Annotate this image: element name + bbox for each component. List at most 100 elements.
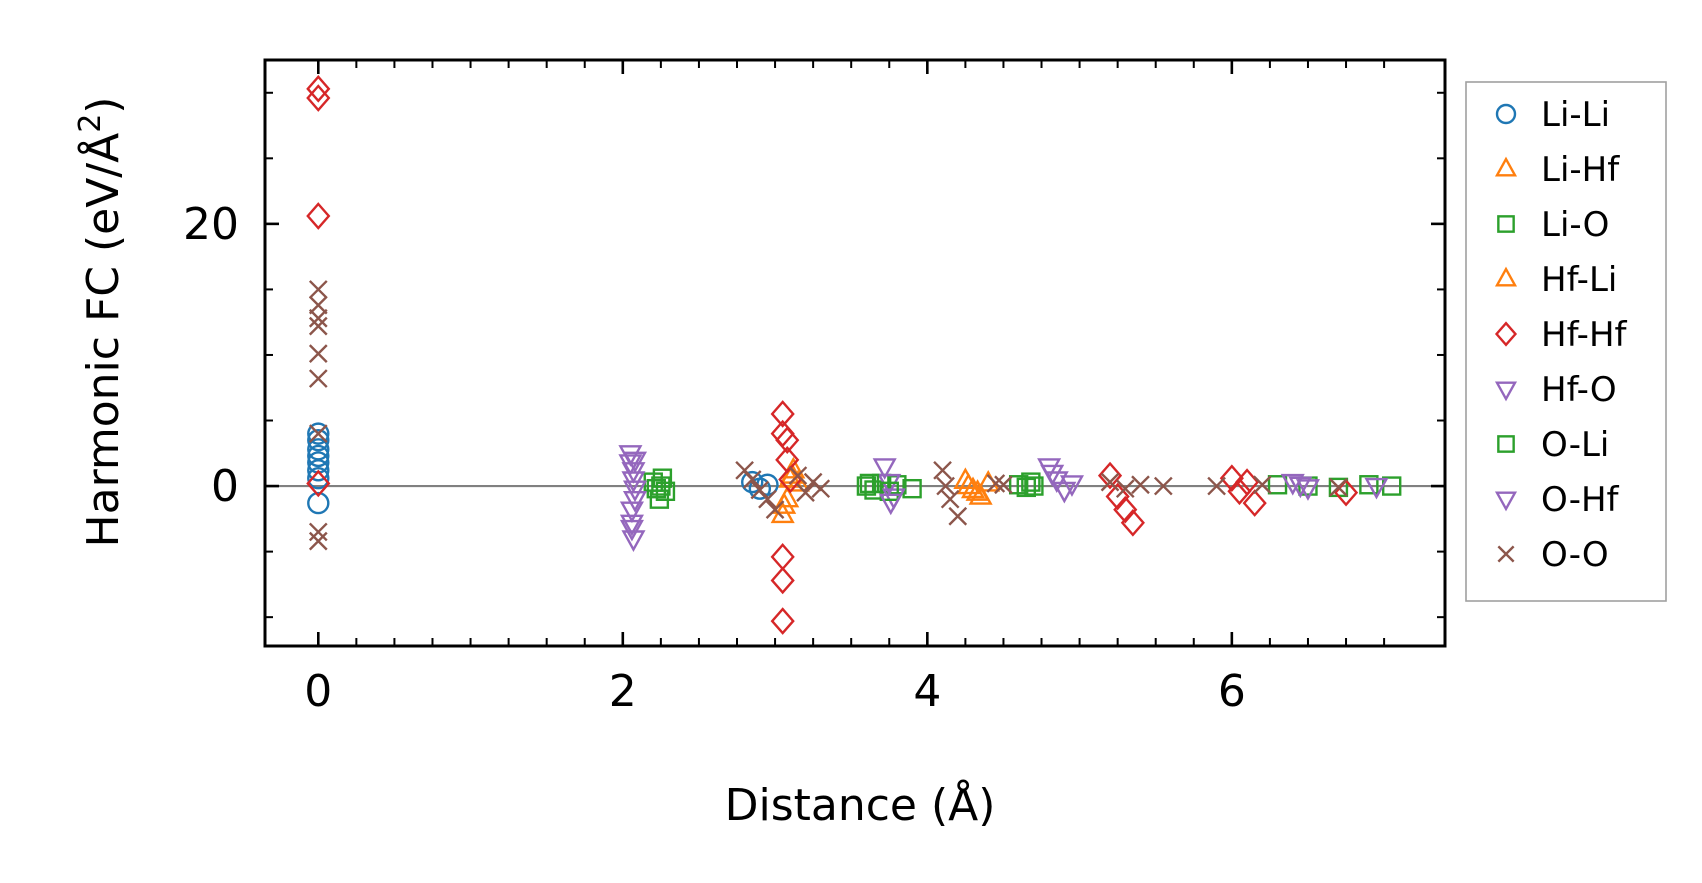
x-tick-label: 4 xyxy=(913,666,941,717)
legend-entry: O-Hf xyxy=(1494,480,1620,520)
data-point xyxy=(1288,476,1313,499)
plot-frame xyxy=(263,58,1447,648)
data-point xyxy=(621,530,646,552)
data-point xyxy=(872,458,897,480)
y-axis-label-superscript: 2 xyxy=(73,114,108,133)
data-point xyxy=(308,424,328,443)
plot-area xyxy=(265,75,1445,635)
data-point xyxy=(775,426,800,455)
data-point xyxy=(1024,476,1044,496)
data-point xyxy=(770,607,795,635)
data-point xyxy=(1329,478,1348,497)
legend-box xyxy=(1465,81,1667,602)
legend-marker xyxy=(1494,266,1518,287)
y-axis-label: Harmonic FC (eV/Å2) xyxy=(73,97,129,548)
legend-label: Li-O xyxy=(1541,205,1609,245)
data-point xyxy=(308,531,328,551)
data-point xyxy=(307,428,330,452)
data-point xyxy=(1040,464,1065,487)
data-point xyxy=(986,474,1006,493)
legend-entry: Hf-O xyxy=(1494,370,1617,410)
data-point xyxy=(1153,476,1173,496)
legend-label: Hf-Li xyxy=(1541,260,1617,300)
legend-entry: Hf-Hf xyxy=(1494,315,1628,355)
data-point xyxy=(1105,482,1130,511)
y-tick-label: 20 xyxy=(183,199,239,250)
data-point xyxy=(619,501,644,524)
data-point xyxy=(772,492,797,514)
data-point xyxy=(936,476,955,496)
data-point xyxy=(619,519,644,542)
legend-marker xyxy=(1494,381,1518,402)
y-axis-label-main: Harmonic FC (eV/Å xyxy=(76,133,129,548)
legend-marker xyxy=(1497,215,1515,233)
data-point xyxy=(765,500,785,520)
legend-entry: Hf-Li xyxy=(1494,260,1617,300)
data-point xyxy=(811,479,831,499)
y-axis-label-close: ) xyxy=(78,97,129,114)
data-point xyxy=(1252,475,1272,495)
data-point xyxy=(878,493,903,516)
series-li-li xyxy=(307,422,779,515)
series-o-hf xyxy=(619,451,1313,542)
data-point xyxy=(1359,475,1379,495)
x-tick-label: 6 xyxy=(1218,666,1246,717)
data-point xyxy=(308,344,328,364)
data-point xyxy=(307,422,330,445)
data-point xyxy=(1207,476,1226,496)
data-point xyxy=(933,460,952,480)
data-point xyxy=(1267,475,1288,495)
data-point xyxy=(1120,508,1145,537)
data-point xyxy=(742,470,762,489)
data-point xyxy=(796,483,815,502)
data-point xyxy=(306,202,331,230)
data-point xyxy=(770,400,795,428)
series-hf-hf xyxy=(306,75,1359,635)
legend-entry: Li-Li xyxy=(1495,95,1610,135)
legend-label: O-O xyxy=(1541,535,1609,575)
data-point xyxy=(1219,464,1244,493)
data-point xyxy=(308,522,328,542)
y-tick-label: 0 xyxy=(211,461,239,512)
legend-label: Hf-O xyxy=(1541,370,1617,410)
data-point xyxy=(308,280,328,299)
x-axis-label: Distance (Å) xyxy=(725,778,996,831)
data-point xyxy=(1059,475,1085,497)
data-point xyxy=(879,481,899,502)
data-point xyxy=(1131,475,1150,495)
x-tick-label: 2 xyxy=(609,666,637,717)
legend-entry: Li-O xyxy=(1497,205,1609,245)
legend-label: O-Li xyxy=(1541,425,1609,465)
data-point xyxy=(308,295,328,315)
data-point xyxy=(307,444,330,468)
data-point xyxy=(308,308,328,328)
series-o-li xyxy=(649,468,1041,509)
data-point xyxy=(956,472,981,495)
data-point xyxy=(741,470,764,494)
legend-marker xyxy=(1495,103,1517,125)
data-point xyxy=(1242,489,1267,517)
data-point xyxy=(994,475,1013,495)
data-point xyxy=(758,489,777,509)
legend: Li-Li Li-Hf Li-O Hf-Li Hf-Hf Hf-O O-Li O-Hf O-O xyxy=(1465,81,1667,602)
legend-marker xyxy=(1494,156,1518,177)
data-point xyxy=(940,489,960,509)
data-point xyxy=(306,469,331,498)
legend-label: Li-Hf xyxy=(1541,150,1620,190)
data-point xyxy=(1100,472,1120,492)
data-point xyxy=(1021,472,1041,492)
data-point xyxy=(1115,479,1135,499)
axes: 0 2 4 6 0 20 xyxy=(183,58,1447,717)
legend-marker xyxy=(1497,435,1515,453)
data-point xyxy=(622,480,648,503)
data-point xyxy=(308,316,328,336)
legend-entry: O-O xyxy=(1497,535,1609,575)
legend-marker xyxy=(1494,321,1518,347)
data-point xyxy=(859,473,880,494)
data-point xyxy=(1097,461,1123,490)
legend-entry: O-Li xyxy=(1497,425,1609,465)
legend-marker xyxy=(1497,545,1515,563)
data-point xyxy=(1227,477,1252,506)
